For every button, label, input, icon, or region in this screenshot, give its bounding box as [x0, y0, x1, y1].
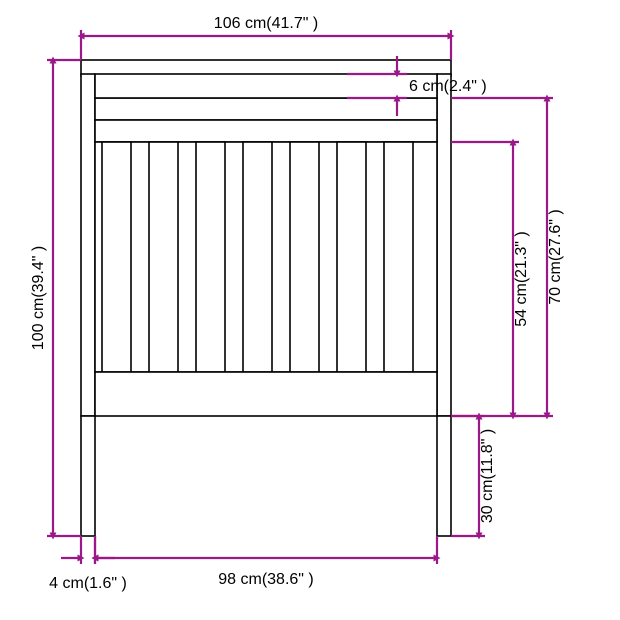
right-post: [437, 74, 451, 416]
gap-rail: [95, 120, 437, 142]
dimension-label: 106 cm(41.7" ): [214, 15, 318, 32]
dimension-label: 4 cm(1.6" ): [49, 575, 127, 592]
slat: [196, 142, 225, 372]
top-gap: [95, 74, 437, 98]
right-leg: [437, 416, 451, 536]
slat: [384, 142, 413, 372]
dimension-label: 54 cm(21.3" ): [513, 231, 530, 327]
bottom-rail: [95, 372, 437, 416]
upper-rail: [95, 98, 437, 120]
slat: [102, 142, 131, 372]
slat-panel: [95, 142, 437, 372]
dimension-label: 100 cm(39.4" ): [30, 246, 47, 350]
dimension-label: 70 cm(27.6" ): [547, 209, 564, 305]
slat: [149, 142, 178, 372]
slat: [337, 142, 366, 372]
slat: [243, 142, 272, 372]
left-post: [81, 74, 95, 416]
dimension-label: 98 cm(38.6" ): [218, 571, 314, 588]
slat: [290, 142, 319, 372]
left-leg: [81, 416, 95, 536]
dimension-label: 6 cm(2.4" ): [409, 78, 487, 95]
dimension-label: 30 cm(11.8" ): [479, 429, 496, 523]
